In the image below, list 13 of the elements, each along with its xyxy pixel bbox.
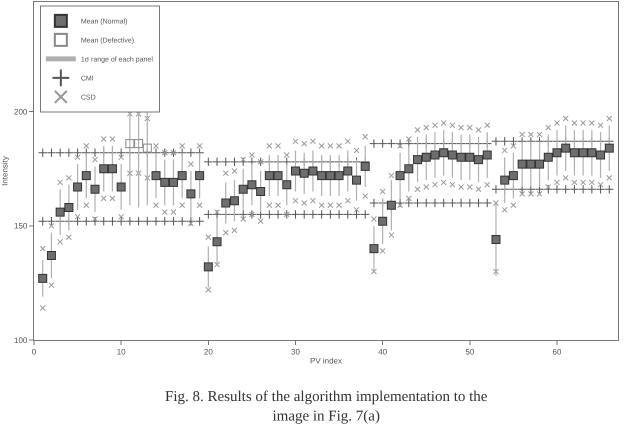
x-axis-title: PV index — [310, 356, 342, 366]
x-tick-label: 50 — [465, 348, 475, 357]
x-tick-label: 10 — [116, 348, 126, 357]
x-tick-label: 0 — [32, 348, 37, 357]
y-tick-label: 100 — [14, 336, 28, 345]
y-tick-label: 150 — [14, 222, 28, 231]
y-axis-title: Intensity — [0, 156, 10, 186]
x-tick-label: 20 — [204, 348, 214, 357]
x-tick-label: 60 — [552, 348, 562, 357]
x-tick-label: 40 — [378, 348, 388, 357]
caption: Fig. 8. Results of the algorithm implementation to the image in Fig. 7(a) — [165, 389, 488, 424]
y-tick-label: 200 — [14, 107, 28, 116]
x-tick-label: 30 — [291, 348, 300, 357]
